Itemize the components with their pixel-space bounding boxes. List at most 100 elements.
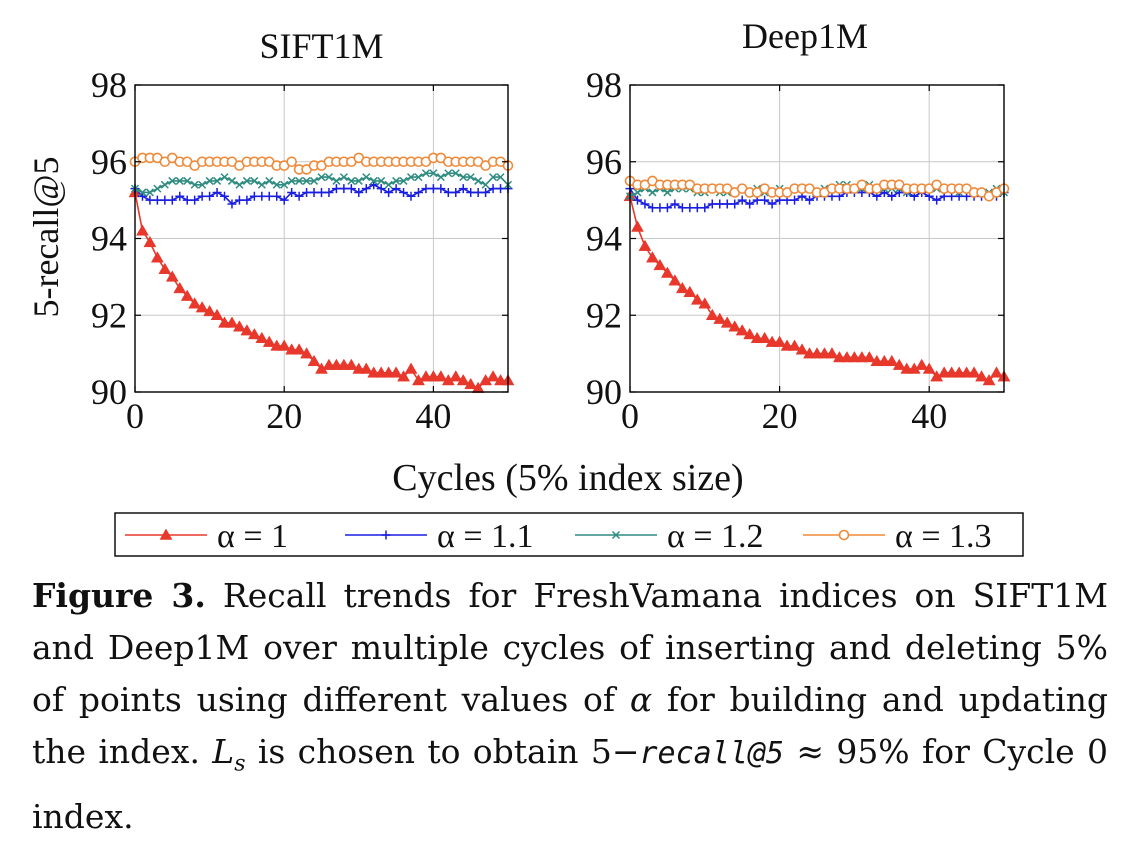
data-point (165, 270, 179, 282)
data-point (648, 188, 657, 197)
data-point (369, 176, 378, 185)
legend-label: α = 1.3 (895, 518, 992, 555)
data-point (413, 187, 423, 197)
data-point (633, 188, 642, 197)
data-point (885, 354, 899, 367)
legend-entry-4: α = 1.3 (803, 518, 992, 555)
legend-label: α = 1 (217, 518, 288, 555)
data-point (458, 184, 468, 194)
data-point (421, 169, 430, 178)
data-point (975, 370, 988, 382)
data-point (272, 180, 281, 189)
data-point (653, 258, 667, 271)
data-point (399, 176, 408, 185)
legend-entry-3: α = 1.2 (575, 518, 764, 555)
data-point (660, 266, 674, 278)
data-point (700, 203, 710, 213)
data-point (862, 350, 876, 363)
data-point (279, 195, 289, 205)
data-point (160, 180, 169, 189)
data-point (640, 199, 650, 209)
data-point (459, 173, 468, 182)
data-point (663, 188, 672, 197)
data-point (310, 176, 319, 185)
caption-ls-sub: s (234, 751, 246, 777)
series-1 (623, 189, 1011, 386)
x-tick-label: 0 (621, 396, 639, 436)
data-point (631, 220, 644, 232)
data-point (188, 297, 202, 309)
data-point (302, 176, 311, 185)
panel-title: SIFT1M (259, 26, 383, 66)
y-tick-label: 96 (586, 142, 622, 182)
legend-entry-2: α = 1.1 (345, 518, 534, 555)
data-point (198, 180, 207, 189)
data-point (344, 358, 358, 370)
data-point (404, 362, 418, 374)
data-point (805, 195, 815, 205)
y-tick-label: 92 (586, 295, 622, 335)
data-point (466, 173, 475, 182)
x-tick-label: 40 (415, 396, 451, 436)
caption-alpha: α (629, 680, 653, 719)
x-tick-label: 20 (266, 396, 302, 436)
data-point (915, 358, 929, 370)
data-point (227, 176, 237, 185)
data-point (339, 173, 348, 182)
data-point (255, 331, 269, 344)
data-point (444, 169, 453, 178)
caption-text-2: for building and updating the index. (32, 680, 1109, 771)
data-point (451, 187, 461, 197)
legend-marker (611, 530, 621, 540)
data-point (150, 251, 164, 263)
data-point (362, 173, 371, 182)
data-point (392, 176, 401, 185)
data-point (195, 301, 209, 313)
data-point (210, 308, 224, 320)
data-point (138, 188, 147, 197)
data-point (486, 370, 500, 382)
data-point (737, 195, 747, 205)
data-point (175, 176, 184, 185)
data-point (675, 281, 689, 294)
data-point (136, 224, 149, 236)
data-point (436, 173, 445, 182)
data-point (758, 331, 772, 344)
data-point (406, 173, 416, 182)
data-point (183, 176, 192, 185)
data-point (397, 370, 410, 382)
data-point (300, 347, 314, 359)
data-point (295, 176, 304, 185)
data-point (690, 293, 704, 305)
data-point (670, 199, 680, 209)
y-axis-label: 5-recall@5 (26, 156, 66, 317)
legend-entry-1: α = 1 (125, 518, 288, 555)
data-point (292, 343, 306, 355)
series-line (134, 192, 508, 390)
data-point (414, 173, 423, 182)
data-point (489, 173, 498, 182)
x-axis-label: Cycles (5% index size) (392, 457, 743, 499)
data-point (250, 176, 259, 185)
data-point (713, 312, 727, 324)
data-point (262, 335, 276, 347)
sift1m-panel: 90 92 94 96 98 0 20 40 SIFT1M (91, 26, 515, 436)
figure: 90 92 94 96 98 0 20 40 SIFT1M 90 92 94 96 98 0 20 40 Dee… (26, 16, 1024, 557)
y-tick-label: 98 (586, 65, 622, 105)
y-tick-label: 96 (91, 142, 127, 182)
data-point (384, 187, 394, 197)
x-tick-label: 20 (762, 396, 798, 436)
data-point (464, 377, 478, 390)
legend-marker (838, 529, 850, 541)
data-point (399, 187, 409, 197)
data-point (456, 373, 470, 386)
y-tick-label: 94 (91, 219, 127, 259)
legend: α = 1 α = 1.1 α = 1.2 α = 1.3 (114, 512, 1024, 557)
data-point (406, 191, 416, 201)
series-1 (128, 185, 515, 393)
data-point (887, 191, 897, 201)
data-point (205, 176, 214, 185)
data-point (347, 176, 356, 185)
data-point (892, 358, 906, 370)
data-point (242, 176, 251, 185)
